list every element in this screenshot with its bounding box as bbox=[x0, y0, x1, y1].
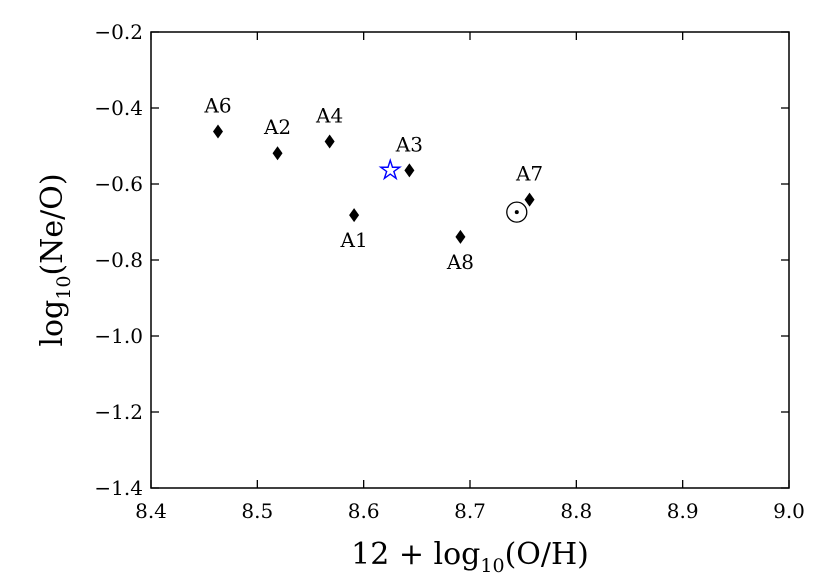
x-tick-label: 8.4 bbox=[135, 499, 167, 523]
x-tick-label: 8.5 bbox=[241, 499, 273, 523]
x-tick-label: 8.9 bbox=[667, 499, 699, 523]
point-label-a2: A2 bbox=[263, 115, 291, 139]
data-points: A6 A2 A4 A1 A3 A8 A7 bbox=[203, 94, 543, 274]
y-tick-label: −1.2 bbox=[94, 400, 143, 424]
x-tick-label: 8.7 bbox=[454, 499, 486, 523]
point-label-a1: A1 bbox=[340, 228, 368, 252]
star-marker bbox=[378, 158, 402, 181]
x-tick-label: 9.0 bbox=[773, 499, 805, 523]
data-point-a8 bbox=[455, 229, 466, 244]
data-point-a1 bbox=[349, 208, 360, 223]
y-axis-label: log10(Ne/O) bbox=[35, 173, 75, 346]
point-label-a8: A8 bbox=[446, 250, 474, 274]
axis-ticks: 8.4 8.5 8.6 8.7 8.8 8.9 9.0 −1.4 −1.2 −1.0 −0.8 −0.… bbox=[94, 20, 804, 523]
data-point-a6 bbox=[212, 124, 223, 139]
y-tick-label: −1.4 bbox=[94, 476, 143, 500]
x-tick-label: 8.6 bbox=[348, 499, 380, 523]
y-tick-label: −1.0 bbox=[94, 324, 143, 348]
point-label-a7: A7 bbox=[515, 162, 543, 186]
point-label-a6: A6 bbox=[203, 94, 231, 118]
point-label-a3: A3 bbox=[395, 132, 423, 156]
data-point-a3 bbox=[404, 163, 415, 178]
x-axis-label: 12 + log10(O/H) bbox=[351, 537, 589, 577]
y-tick-label: −0.8 bbox=[94, 248, 143, 272]
y-tick-label: −0.4 bbox=[94, 96, 143, 120]
data-point-a4 bbox=[324, 134, 335, 149]
sun-symbol-dot bbox=[514, 210, 519, 215]
x-tick-label: 8.8 bbox=[560, 499, 592, 523]
y-tick-label: −0.6 bbox=[94, 172, 143, 196]
data-point-a2 bbox=[272, 146, 283, 161]
data-point-a7 bbox=[524, 192, 535, 207]
y-tick-label: −0.2 bbox=[94, 20, 143, 44]
sun-symbol-circle bbox=[506, 201, 528, 223]
point-label-a4: A4 bbox=[315, 103, 343, 127]
